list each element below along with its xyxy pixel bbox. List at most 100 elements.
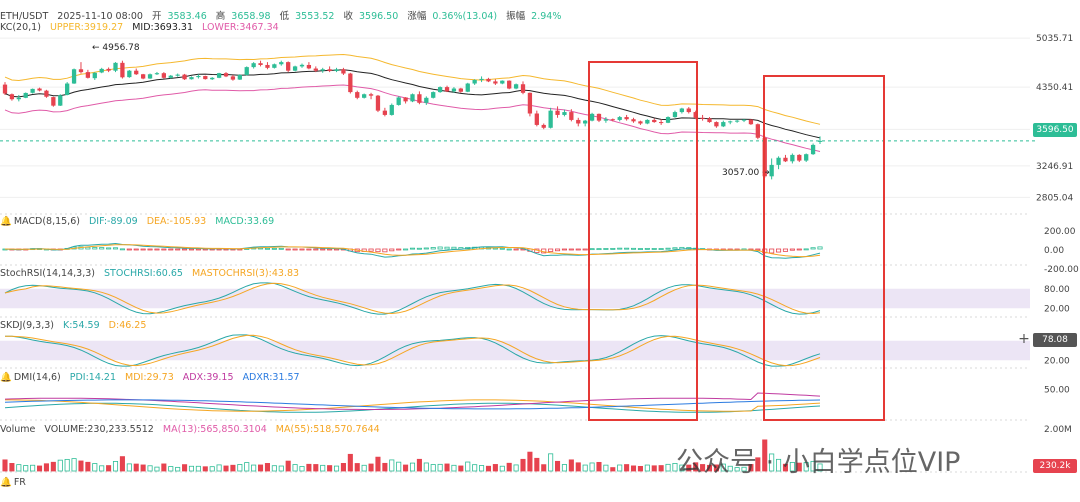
candle [210, 77, 215, 80]
macd-bar [789, 248, 795, 251]
bell-icon[interactable]: 🔔 [0, 216, 12, 227]
volume-bar [555, 460, 561, 472]
osc-band [0, 288, 1030, 309]
macd-bar [133, 248, 139, 251]
volume-bar [202, 466, 208, 472]
macd-bar [106, 247, 112, 250]
crosshair-plus-icon[interactable]: + [1018, 331, 1030, 347]
volume-bar [99, 465, 105, 472]
kc-lower: LOWER:3467.34 [202, 22, 279, 33]
volume-bar [575, 462, 581, 472]
macd-bar [396, 248, 402, 251]
dmi-name[interactable]: DMI(14,6) [13, 372, 61, 383]
volume-bar [520, 458, 526, 472]
volume-bar [444, 463, 450, 472]
volume-bar [727, 465, 733, 472]
candle [631, 119, 636, 122]
macd-bar [285, 248, 291, 251]
macd-bar [403, 248, 409, 251]
candle [265, 64, 270, 68]
macd-dif-line [4, 242, 821, 259]
volume-bar [216, 464, 222, 472]
candle [665, 117, 671, 123]
macd-bar [119, 248, 125, 251]
candle [279, 62, 284, 65]
macd-bar [154, 248, 160, 251]
volume-bar [264, 463, 270, 472]
macd-bar [513, 248, 519, 251]
kc-name[interactable]: KC(20,1) [0, 22, 41, 33]
volume-bar [630, 465, 637, 472]
candle [140, 74, 146, 79]
macd-bar [555, 248, 561, 252]
volume-bar [354, 463, 360, 472]
price-badge: 3596.50 [1033, 123, 1077, 137]
macd-dif: DIF:-89.09 [88, 216, 138, 227]
bar-time: 2025-11-10 08:00 [57, 11, 143, 22]
candle [23, 92, 28, 98]
candle [486, 78, 491, 82]
candle [375, 95, 381, 111]
volume-bar [465, 461, 471, 472]
candle [790, 154, 795, 162]
candle [299, 64, 305, 67]
volume-name[interactable]: Volume [0, 424, 36, 435]
volume-bar [333, 465, 340, 472]
macd-name[interactable]: MACD(8,15,6) [13, 216, 80, 227]
volume-bar [741, 466, 747, 472]
candle [403, 97, 408, 102]
candle [589, 113, 595, 121]
watermark: 公众号 · 小白学点位VIP [676, 447, 961, 478]
candle [37, 88, 42, 91]
volume-bar [534, 457, 540, 472]
candle [444, 87, 450, 92]
volume-bar [292, 464, 298, 472]
volume-bar [320, 464, 326, 472]
macd-bar [561, 248, 567, 251]
bell-icon[interactable]: 🔔 [0, 477, 12, 488]
volume-bar [527, 451, 533, 472]
volume-bar [658, 465, 664, 472]
macd-bar [389, 248, 395, 252]
volume-bar [64, 458, 70, 472]
candle [659, 122, 664, 124]
header-volume: Volume VOLUME:230,233.5512 MA(13):565,85… [0, 424, 386, 435]
bell-icon[interactable]: 🔔 [0, 372, 12, 383]
candle [161, 73, 166, 78]
candle [500, 80, 505, 84]
volume-bar [299, 466, 305, 472]
skdj-name[interactable]: SKDJ(9,3,3) [0, 320, 54, 331]
macd-tick: 0.00 [1044, 246, 1064, 256]
candle [728, 121, 733, 123]
macd-bar [409, 247, 416, 250]
header-macd: 🔔 MACD(8,15,6) DIF:-89.09 DEA:-105.93 MAC… [0, 216, 280, 227]
volume-bar [313, 464, 319, 472]
macd-bar [85, 246, 91, 250]
volume-bar [437, 463, 443, 472]
candle [127, 70, 132, 78]
fr-name[interactable]: FR [13, 477, 26, 488]
change-label: 涨幅 [407, 11, 427, 22]
macd-bar [782, 248, 789, 252]
amp-value: 2.94% [531, 11, 562, 22]
candle [804, 154, 809, 161]
macd-bar [188, 248, 195, 251]
dmi-adxr-line [4, 399, 821, 410]
volume-bar [327, 465, 333, 472]
volume-bar [769, 453, 775, 472]
kc-mid: MID:3693.31 [132, 22, 194, 33]
candle [638, 121, 643, 124]
stochrsi-name[interactable]: StochRSI(14,14,3,3) [0, 268, 95, 279]
candle [348, 73, 353, 93]
price-tick: 4350.41 [1036, 83, 1073, 93]
kc-mid-line [4, 69, 821, 139]
volume-bar [499, 465, 505, 472]
volume-bar [810, 460, 816, 472]
candle [182, 74, 187, 80]
candle [244, 67, 249, 75]
symbol: ETH/USDT [0, 11, 49, 22]
volume-bar [133, 463, 139, 472]
macd-bar [776, 248, 782, 253]
candle [520, 84, 526, 93]
volume-bar [492, 464, 498, 472]
